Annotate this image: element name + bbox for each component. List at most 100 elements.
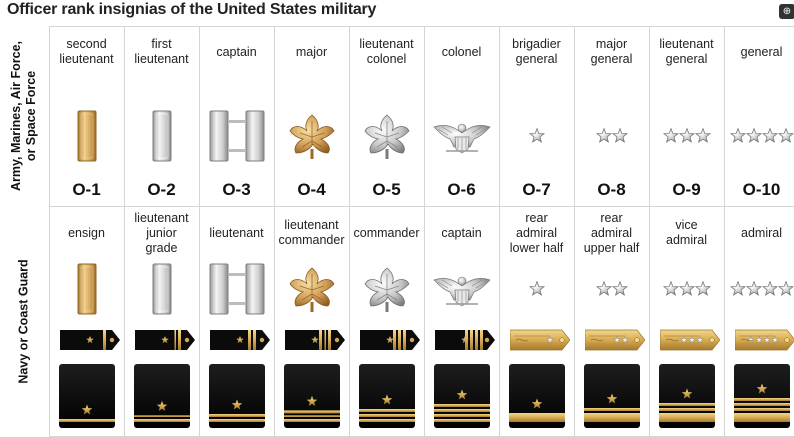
pay-grade: O-1 [72,180,101,199]
sleeve-stripes-icon [733,364,790,428]
pay-grade: O-10 [742,180,781,199]
rank-title-line: lower half [509,240,564,255]
gold-bar-icon [77,263,97,315]
sleeve-stripes-icon [133,364,190,428]
rank-title: major general [574,30,649,74]
shoulder-board-icon [359,328,420,352]
pay-grade: O-6 [447,180,476,199]
sleeve-stripes-icon [658,364,715,428]
rank-title: commander [349,208,424,258]
grid-line [349,26,350,437]
rank-title-line: admiral [666,233,707,247]
rank-title: admiral [724,208,794,258]
rank-title-line: general [740,44,783,59]
rank-title-lines: colonel [442,45,482,60]
rank-title-line: lieutenant [359,37,414,51]
pay-grade: O-4 [297,180,326,199]
two-stars-icon [595,128,628,144]
rank-title: second lieutenant [49,30,124,74]
rank-title-lines: captain [441,226,481,241]
rank-title-lines: vice admiral [666,218,707,248]
rank-title: vice admiral [649,208,724,258]
grid-line [574,26,575,437]
rank-title-line: lieutenant [209,225,264,240]
grid-line [649,26,650,437]
rank-title: colonel [424,30,499,74]
shoulder-board-icon [134,328,195,352]
rank-title-lines: captain [216,45,256,60]
pay-grade: O-5 [372,180,401,199]
rank-title-line: vice [675,218,698,232]
pay-grade: O-9 [672,180,701,199]
gold-bar-icon [77,110,97,162]
rank-title-line: rear [600,210,623,225]
silver-bar-icon [152,110,172,162]
rank-title-lines: first lieutenant [134,37,188,67]
rank-title-line: general [590,52,633,66]
silver-oak-leaf-icon [361,264,413,314]
rank-title-lines: commander [354,226,420,241]
rank-title-line: lieutenant [134,52,189,66]
grid-line [424,26,425,437]
rank-title-lines: rear admiral lower half [510,211,564,256]
side-label-army: Army, Marines, Air Force, or Space Force [0,26,49,206]
rank-title-line: lieutenant [134,210,189,225]
grid-line [724,26,725,437]
rank-title-line: grade [145,240,178,255]
three-stars-icon [662,281,711,297]
sleeve-stripes-icon [208,364,265,428]
expand-icon[interactable]: ⊕ [779,4,794,19]
rank-title: lieutenant commander [274,208,349,258]
rank-title: captain [199,30,274,74]
rank-title-line: lieutenant [59,52,114,66]
rank-title-line: upper half [583,240,640,255]
side-label-navy: Navy or Coast Guard [0,206,49,437]
rank-title-line: captain [216,44,257,59]
silver-eagle-icon [432,270,492,308]
two-stars-icon [595,281,628,297]
gold-oak-leaf-icon [286,111,338,161]
rank-title-line: admiral [516,225,557,240]
rank-title-lines: lieutenant general [659,37,713,67]
rank-title: ensign [49,208,124,258]
rank-title-lines: general [741,45,783,60]
one-star-icon [528,128,545,144]
rank-title-line: admiral [741,225,782,240]
double-silver-bars-icon [209,110,265,162]
sleeve-stripes-icon [433,364,490,428]
pay-grade: O-2 [147,180,176,199]
rank-title: lieutenant general [649,30,724,74]
rank-title-line: commander [353,225,420,240]
pay-grade: O-8 [597,180,626,199]
shoulder-board-icon [659,328,720,352]
grid-line [124,26,125,437]
grid-line [274,26,275,437]
rank-title: lieutenant junior grade [124,208,199,258]
rank-title-lines: second lieutenant [59,37,113,67]
rank-title-lines: ensign [68,226,105,241]
double-silver-bars-icon [209,263,265,315]
grid-line [49,26,50,437]
pay-grade: O-3 [222,180,251,199]
rank-title-lines: brigadier general [512,37,561,67]
four-stars-icon [729,281,794,297]
grid-line [499,26,500,437]
rank-title-line: major [295,44,328,59]
rank-title: captain [424,208,499,258]
grid-line [49,206,794,207]
rank-title: first lieutenant [124,30,199,74]
rank-title-line: lieutenant [659,37,714,51]
silver-bar-icon [152,263,172,315]
sleeve-stripes-icon [283,364,340,428]
rank-title: major [274,30,349,74]
rank-title-line: general [665,52,708,66]
grid-line [199,26,200,437]
sleeve-stripes-icon [358,364,415,428]
rank-title: rear admiral upper half [574,208,649,258]
four-stars-icon [729,128,794,144]
shoulder-board-icon [59,328,120,352]
rank-title-line: rear [525,210,548,225]
rank-title: lieutenant colonel [349,30,424,74]
rank-title-line: first [151,37,172,51]
rank-title-lines: lieutenant [209,226,263,241]
